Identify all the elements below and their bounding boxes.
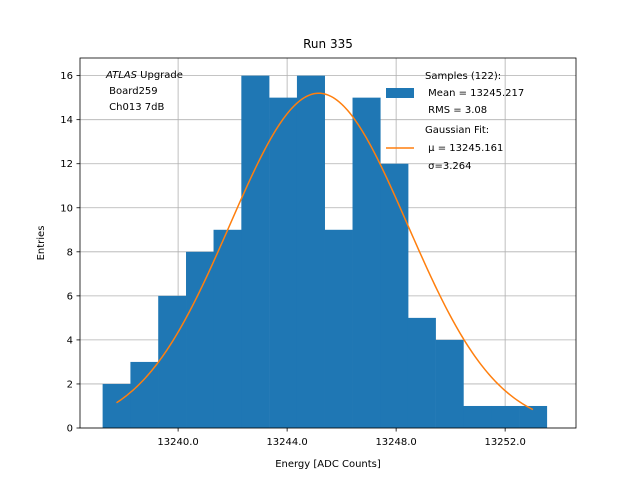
histogram-bar-10: [380, 163, 409, 428]
y-tick-label-7: 14: [60, 115, 73, 126]
y-tick-label-0: 0: [67, 424, 73, 435]
gaussian-fit-curve: [116, 92, 534, 411]
chart-title: Run 335: [303, 37, 353, 51]
legend-fit-line-2: μ = 13245.161: [425, 143, 503, 154]
histogram-bar-14: [491, 405, 520, 428]
y-axis-title: Entries: [36, 226, 47, 261]
histogram-bars: [102, 75, 548, 429]
atlas-annotation: ATLAS Upgrade Board259 Ch013 7dB: [105, 70, 183, 113]
x-tick-label-2: 13248.0: [375, 437, 416, 448]
histogram-bar-12: [435, 339, 464, 428]
legend: Samples (122): Mean = 13245.217 RMS = 3.…: [386, 71, 524, 172]
histogram-bar-8: [324, 229, 353, 428]
annotation-line-2: Board259: [106, 86, 158, 97]
histogram-bar-1: [130, 361, 159, 428]
histogram-bar-6: [269, 97, 298, 429]
legend-hist-line-2: Mean = 13245.217: [425, 88, 524, 99]
histogram-bar-4: [213, 229, 242, 428]
y-tick-label-6: 12: [60, 159, 73, 170]
plot-frame: [79, 57, 577, 429]
histogram-bar-5: [241, 75, 270, 428]
axis-ticks: 13240.0 13244.0 13248.0 13252.0 0 2 4 6 8 10 12 14 1…: [60, 71, 526, 448]
legend-hist-swatch: [386, 88, 414, 98]
histogram-bar-15: [519, 405, 548, 428]
histogram-bar-2: [158, 295, 187, 428]
histogram-bar-9: [352, 97, 381, 429]
y-tick-label-8: 16: [60, 71, 73, 82]
legend-fit-line-3: σ=3.264: [425, 161, 472, 172]
annotation-line-3: Ch013 7dB: [106, 102, 164, 113]
annotation-line-1: ATLAS Upgrade: [105, 70, 183, 81]
legend-hist-line-1: Samples (122):: [425, 71, 501, 82]
legend-fit-line-1: Gaussian Fit:: [425, 125, 489, 136]
x-axis-title: Energy [ADC Counts]: [275, 459, 381, 470]
y-tick-label-5: 10: [60, 203, 73, 214]
y-tick-label-3: 6: [67, 291, 73, 302]
histogram-bar-13: [463, 405, 492, 428]
histogram-bar-7: [296, 75, 325, 428]
x-tick-label-1: 13244.0: [266, 437, 307, 448]
x-tick-label-3: 13252.0: [484, 437, 525, 448]
histogram-bar-3: [186, 251, 215, 428]
x-tick-label-0: 13240.0: [157, 437, 198, 448]
legend-hist-line-3: RMS = 3.08: [425, 105, 487, 116]
histogram-bar-0: [102, 383, 131, 428]
y-tick-label-1: 2: [67, 379, 73, 390]
annotation-upgrade: Upgrade: [137, 70, 183, 81]
y-tick-label-4: 8: [67, 247, 73, 258]
histogram-bar-11: [407, 317, 436, 428]
y-tick-label-2: 4: [67, 335, 73, 346]
annotation-atlas: ATLAS: [105, 70, 138, 81]
